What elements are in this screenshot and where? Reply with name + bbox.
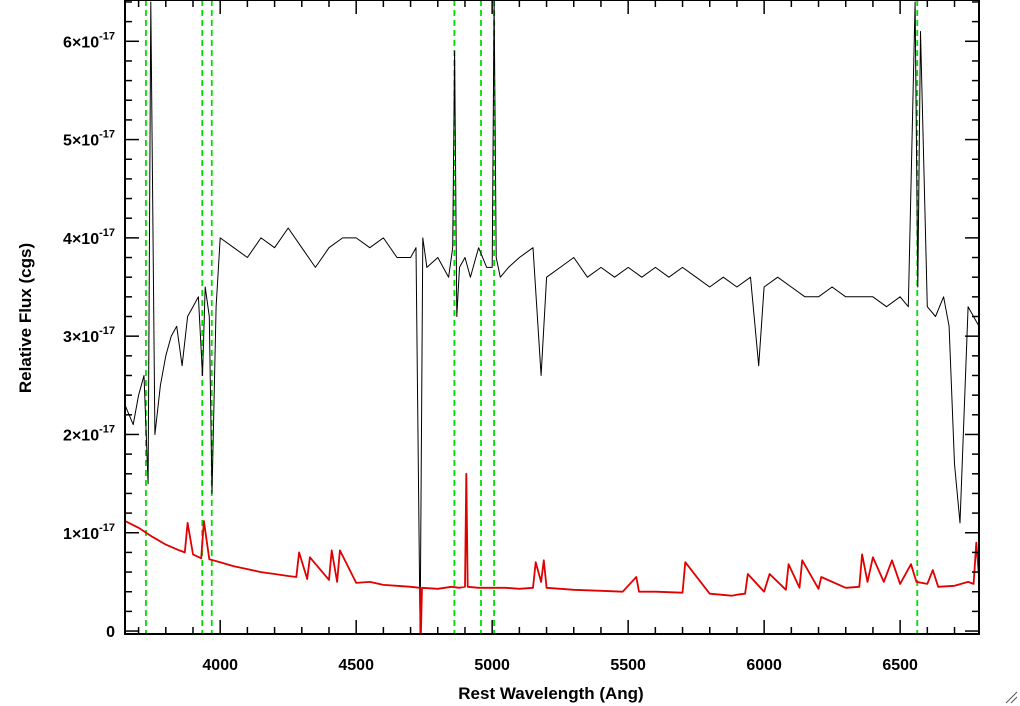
y-tick-label: 6×10-17 [63, 30, 115, 51]
x-tick-label-6000: 6000 [746, 657, 782, 674]
axes-frame [124, 0, 980, 635]
x-tick-label-5000: 5000 [474, 657, 510, 674]
x-tick-label-4000: 4000 [202, 657, 238, 674]
x-tick-label-4500: 4500 [338, 657, 374, 674]
y-tick-label: 2×10-17 [63, 423, 115, 444]
x-tick-label-5500: 5500 [610, 657, 646, 674]
x-axis-label: Rest Wavelength (Ang) [458, 684, 643, 703]
resize-grip-icon[interactable] [1004, 690, 1018, 704]
reference-lines [145, 0, 919, 634]
y-tick-labels: 0 1×10-17 2×10-17 3×10-17 4×10-17 5×10-17 6×10… [63, 30, 115, 641]
y-tick-label: 0 [106, 624, 115, 641]
y-tick-label: 4×10-17 [63, 227, 115, 248]
x-tick-labels: 4000 4500 5000 5500 6000 6500 [202, 657, 918, 674]
y-tick-label: 1×10-17 [63, 522, 115, 543]
y-tick-label: 5×10-17 [63, 129, 115, 150]
model-line [124, 472, 980, 635]
series-layer [124, 0, 980, 635]
y-tick-label: 3×10-17 [63, 325, 115, 346]
plot-frame [124, 0, 980, 635]
x-tick-label-6500: 6500 [882, 657, 918, 674]
spectrum-line [124, 0, 980, 635]
y-axis-label: Relative Flux (cgs) [16, 243, 35, 393]
